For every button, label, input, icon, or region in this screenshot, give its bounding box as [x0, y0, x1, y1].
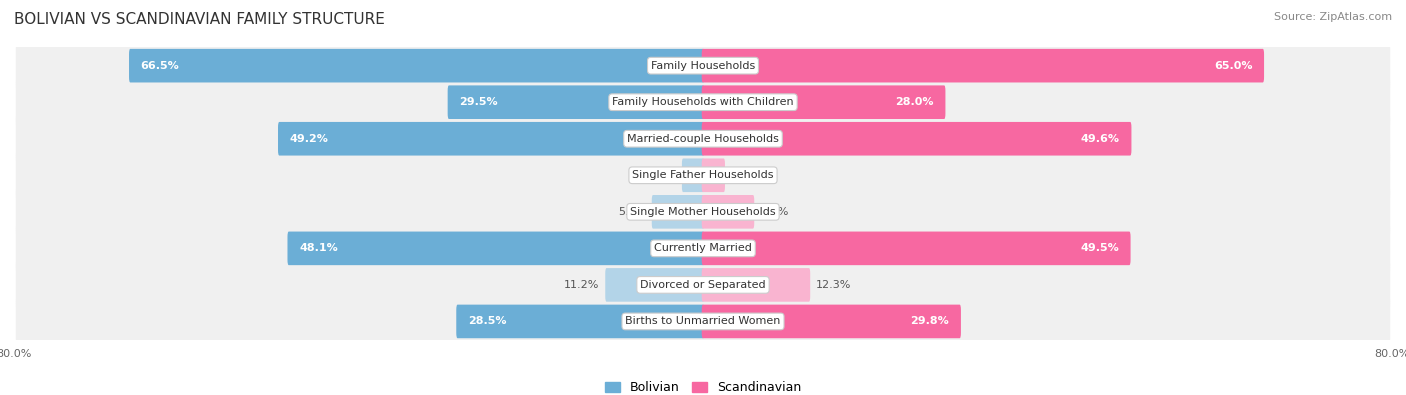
- FancyBboxPatch shape: [447, 85, 704, 119]
- Text: Currently Married: Currently Married: [654, 243, 752, 253]
- FancyBboxPatch shape: [702, 305, 960, 338]
- FancyBboxPatch shape: [702, 49, 1264, 83]
- FancyBboxPatch shape: [129, 49, 704, 83]
- Text: 12.3%: 12.3%: [815, 280, 851, 290]
- Text: Married-couple Households: Married-couple Households: [627, 134, 779, 144]
- FancyBboxPatch shape: [287, 231, 704, 265]
- Text: 49.6%: 49.6%: [1081, 134, 1119, 144]
- Text: 11.2%: 11.2%: [564, 280, 599, 290]
- Text: Divorced or Separated: Divorced or Separated: [640, 280, 766, 290]
- FancyBboxPatch shape: [702, 158, 725, 192]
- FancyBboxPatch shape: [15, 184, 1391, 240]
- Text: 66.5%: 66.5%: [141, 61, 180, 71]
- Text: 49.5%: 49.5%: [1080, 243, 1119, 253]
- FancyBboxPatch shape: [15, 147, 1391, 203]
- Text: 28.5%: 28.5%: [468, 316, 506, 326]
- FancyBboxPatch shape: [682, 158, 704, 192]
- FancyBboxPatch shape: [278, 122, 704, 156]
- Text: 48.1%: 48.1%: [299, 243, 337, 253]
- FancyBboxPatch shape: [702, 85, 945, 119]
- Text: Source: ZipAtlas.com: Source: ZipAtlas.com: [1274, 12, 1392, 22]
- Text: Single Father Households: Single Father Households: [633, 170, 773, 180]
- Text: Family Households with Children: Family Households with Children: [612, 97, 794, 107]
- FancyBboxPatch shape: [15, 38, 1391, 94]
- FancyBboxPatch shape: [702, 122, 1132, 156]
- Text: Single Mother Households: Single Mother Households: [630, 207, 776, 217]
- Text: 2.4%: 2.4%: [731, 170, 759, 180]
- Text: 65.0%: 65.0%: [1213, 61, 1253, 71]
- Text: 29.5%: 29.5%: [460, 97, 498, 107]
- Text: 29.8%: 29.8%: [911, 316, 949, 326]
- FancyBboxPatch shape: [15, 111, 1391, 167]
- FancyBboxPatch shape: [15, 74, 1391, 130]
- FancyBboxPatch shape: [702, 231, 1130, 265]
- FancyBboxPatch shape: [457, 305, 704, 338]
- Text: 28.0%: 28.0%: [896, 97, 934, 107]
- FancyBboxPatch shape: [702, 195, 754, 229]
- Text: Births to Unmarried Women: Births to Unmarried Women: [626, 316, 780, 326]
- FancyBboxPatch shape: [15, 220, 1391, 276]
- FancyBboxPatch shape: [605, 268, 704, 302]
- FancyBboxPatch shape: [15, 257, 1391, 313]
- Text: 49.2%: 49.2%: [290, 134, 329, 144]
- FancyBboxPatch shape: [702, 268, 810, 302]
- FancyBboxPatch shape: [652, 195, 704, 229]
- Text: 2.3%: 2.3%: [648, 170, 676, 180]
- Text: Family Households: Family Households: [651, 61, 755, 71]
- FancyBboxPatch shape: [15, 293, 1391, 349]
- Text: BOLIVIAN VS SCANDINAVIAN FAMILY STRUCTURE: BOLIVIAN VS SCANDINAVIAN FAMILY STRUCTUR…: [14, 12, 385, 27]
- Text: 5.8%: 5.8%: [759, 207, 789, 217]
- Text: 5.8%: 5.8%: [617, 207, 647, 217]
- Legend: Bolivian, Scandinavian: Bolivian, Scandinavian: [600, 377, 806, 395]
